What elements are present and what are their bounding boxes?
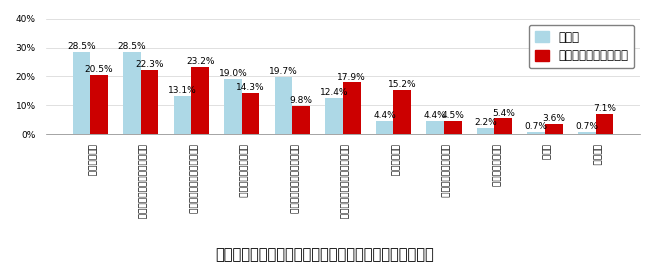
Bar <box>292 106 310 134</box>
Bar <box>393 90 411 134</box>
Text: 4.4%: 4.4% <box>373 111 396 120</box>
Text: 23.2%: 23.2% <box>186 57 214 66</box>
Text: 20.5%: 20.5% <box>84 65 113 74</box>
Text: 14.3%: 14.3% <box>237 83 265 92</box>
Legend: 片栗粉, 介護用とろみ調整食品: 片栗粉, 介護用とろみ調整食品 <box>529 25 634 68</box>
Bar <box>545 124 563 134</box>
Text: 0.7%: 0.7% <box>525 122 548 131</box>
Bar <box>376 121 393 134</box>
Text: 7.1%: 7.1% <box>593 104 616 113</box>
Bar <box>343 83 361 134</box>
Bar <box>477 128 495 134</box>
Bar <box>174 96 191 134</box>
Bar <box>578 132 595 134</box>
Bar <box>90 75 108 134</box>
Text: 9.8%: 9.8% <box>290 96 313 105</box>
Bar <box>426 121 444 134</box>
Bar <box>242 93 259 134</box>
Bar <box>275 77 292 134</box>
Text: 2.2%: 2.2% <box>474 118 497 127</box>
Text: 5.4%: 5.4% <box>492 109 515 118</box>
Bar <box>527 132 545 134</box>
Text: 13.1%: 13.1% <box>168 86 197 95</box>
Bar <box>444 121 462 134</box>
Text: 17.9%: 17.9% <box>337 73 366 81</box>
Bar <box>191 67 209 134</box>
Text: 3.6%: 3.6% <box>542 114 566 123</box>
Text: 22.3%: 22.3% <box>135 60 164 69</box>
Text: 28.5%: 28.5% <box>67 42 96 51</box>
Bar <box>224 79 242 134</box>
Text: 28.5%: 28.5% <box>118 42 146 51</box>
Text: 15.2%: 15.2% <box>388 80 417 89</box>
Bar <box>123 52 141 134</box>
Text: 資料３－２　食事にとろみをつける上で困っていること: 資料３－２ 食事にとろみをつける上で困っていること <box>216 248 434 263</box>
Text: 12.4%: 12.4% <box>320 88 348 97</box>
Text: 4.4%: 4.4% <box>424 111 447 120</box>
Text: 19.0%: 19.0% <box>218 69 248 79</box>
Text: 19.7%: 19.7% <box>269 67 298 76</box>
Text: 0.7%: 0.7% <box>575 122 598 131</box>
Bar <box>141 70 159 134</box>
Bar <box>495 118 512 134</box>
Bar <box>325 98 343 134</box>
Bar <box>73 52 90 134</box>
Bar <box>595 114 613 134</box>
Text: 4.5%: 4.5% <box>441 111 464 120</box>
